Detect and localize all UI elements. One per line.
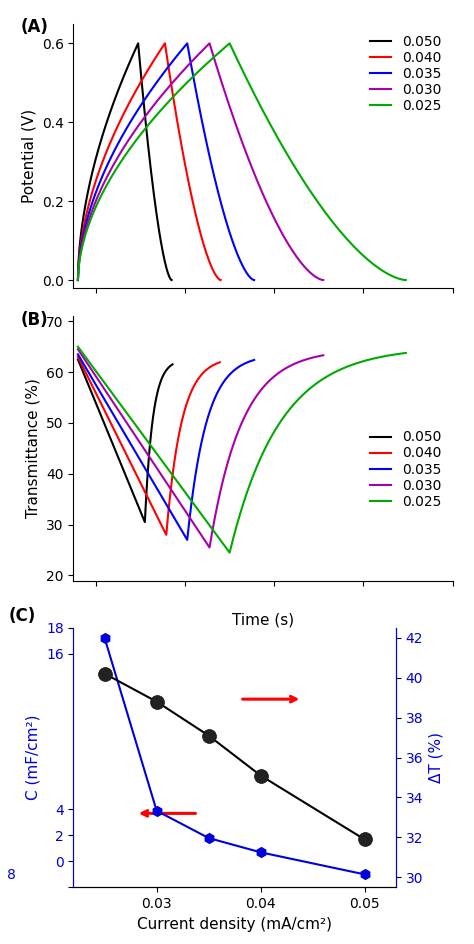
- Legend: 0.050, 0.040, 0.035, 0.030, 0.025: 0.050, 0.040, 0.035, 0.030, 0.025: [366, 426, 446, 513]
- Text: (A): (A): [20, 18, 48, 36]
- Text: 8: 8: [7, 868, 16, 882]
- X-axis label: Current density (mA/cm²): Current density (mA/cm²): [137, 917, 332, 932]
- Legend: 0.050, 0.040, 0.035, 0.030, 0.025: 0.050, 0.040, 0.035, 0.030, 0.025: [366, 30, 446, 117]
- Text: (B): (B): [20, 311, 48, 329]
- Y-axis label: Transmittance (%): Transmittance (%): [26, 379, 41, 518]
- X-axis label: Time (s): Time (s): [232, 613, 294, 627]
- Text: (C): (C): [9, 607, 36, 625]
- Y-axis label: ΔT (%): ΔT (%): [428, 732, 444, 784]
- Y-axis label: Potential (V): Potential (V): [21, 109, 36, 203]
- Y-axis label: C (mF/cm²): C (mF/cm²): [26, 715, 40, 801]
